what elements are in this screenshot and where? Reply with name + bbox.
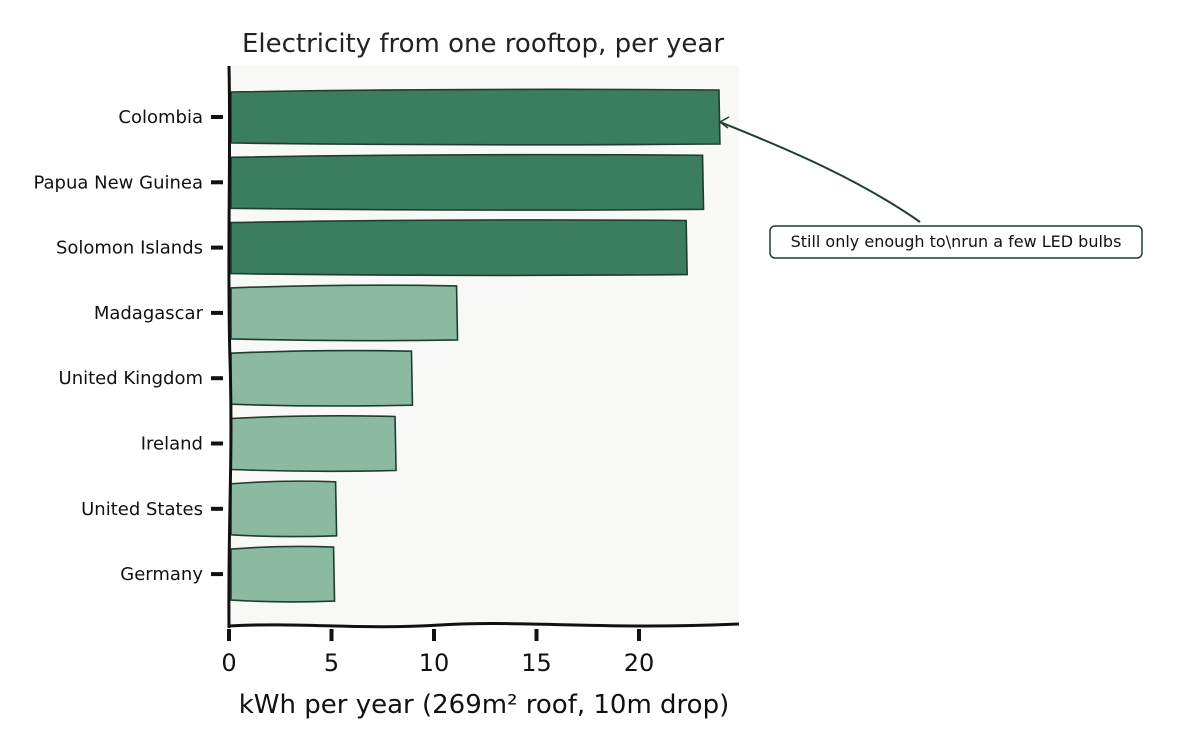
annotation-box — [769, 225, 1143, 259]
chart-title: Electricity from one rooftop, per year — [242, 29, 724, 59]
x-tick-label-20: 20 — [624, 649, 655, 677]
category-label-colombia: Colombia — [118, 107, 203, 128]
bar-germany — [230, 545, 336, 603]
bar-solomon-islands — [230, 219, 688, 277]
category-label-solomon-islands: Solomon Islands — [56, 238, 203, 259]
x-ticks: 0 5 10 15 20 — [221, 629, 654, 677]
y-axis-line — [227, 65, 233, 629]
x-axis-line — [228, 622, 740, 629]
bar-united-kingdom — [230, 349, 414, 407]
bars-layer — [230, 88, 721, 603]
category-label-papua-new-guinea: Papua New Guinea — [33, 172, 203, 193]
x-tick-label-0: 0 — [221, 649, 236, 677]
annotation-arrow — [719, 121, 921, 223]
annotation-text: Still only enough to\nrun a few LED bulb… — [791, 232, 1122, 251]
category-label-united-kingdom: United Kingdom — [59, 368, 203, 389]
category-label-germany: Germany — [120, 564, 203, 585]
x-axis-title: kWh per year (269m² roof, 10m drop) — [239, 690, 729, 720]
annotation: Still only enough to\nrun a few LED bulb… — [718, 116, 1143, 259]
bar-papua-new-guinea — [230, 153, 705, 211]
bar-colombia — [230, 88, 721, 146]
annotation-arrowhead — [718, 116, 730, 129]
x-tick-label-15: 15 — [521, 649, 552, 677]
bar-united-states — [230, 480, 338, 538]
x-tick-label-5: 5 — [324, 649, 339, 677]
x-tick-label-10: 10 — [419, 649, 450, 677]
category-labels: Colombia Papua New Guinea Solomon Islands M… — [33, 107, 223, 585]
category-label-ireland: Ireland — [141, 434, 203, 455]
bar-madagascar — [230, 284, 459, 342]
plot-background — [229, 66, 739, 624]
category-label-united-states: United States — [81, 499, 203, 520]
category-label-madagascar: Madagascar — [94, 303, 204, 324]
bar-ireland — [230, 415, 397, 473]
